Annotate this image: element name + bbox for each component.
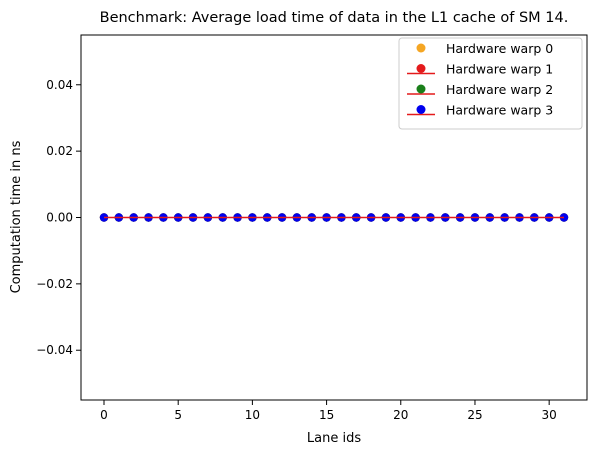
legend-label: Hardware warp 1 xyxy=(446,62,553,77)
series-layer xyxy=(99,213,569,222)
legend-marker-swatch xyxy=(416,84,426,94)
legend: Hardware warp 0 Hardware warp 1 Hardware w… xyxy=(398,37,583,130)
x-tick-label: 10 xyxy=(245,408,260,422)
legend-label: Hardware warp 2 xyxy=(446,82,553,97)
x-tick-label: 0 xyxy=(100,408,108,422)
legend-item: Hardware warp 2 xyxy=(407,82,553,97)
y-tick-label: 0.04 xyxy=(46,78,73,92)
x-tick-label: 30 xyxy=(542,408,557,422)
legend-items: Hardware warp 0 Hardware warp 1 Hardware w… xyxy=(407,41,553,118)
x-tick-label: 20 xyxy=(393,408,408,422)
legend-marker-swatch xyxy=(416,43,426,53)
legend-item: Hardware warp 3 xyxy=(407,103,553,118)
x-tick-label: 5 xyxy=(174,408,182,422)
y-tick-label: −0.02 xyxy=(36,277,73,291)
x-axis-ticks: 0 5 10 15 20 25 30 xyxy=(100,400,557,422)
legend-marker-swatch xyxy=(416,64,426,73)
chart-title: Benchmark: Average load time of data in … xyxy=(100,10,569,26)
y-tick-label: 0.00 xyxy=(46,211,73,225)
y-axis-ticks: 0.04 0.02 0.00 −0.02 −0.04 xyxy=(36,78,81,357)
y-tick-label: 0.02 xyxy=(46,144,73,158)
x-axis-label: Lane ids xyxy=(307,431,361,446)
legend-marker-swatch xyxy=(416,105,426,114)
x-tick-label: 25 xyxy=(467,408,482,422)
legend-item: Hardware warp 1 xyxy=(407,62,553,77)
legend-box xyxy=(398,37,583,130)
x-tick-label: 15 xyxy=(319,408,334,422)
y-axis-label: Computation time in ns xyxy=(9,140,24,293)
legend-label: Hardware warp 0 xyxy=(446,41,553,56)
legend-label: Hardware warp 3 xyxy=(446,103,553,118)
y-tick-label: −0.04 xyxy=(36,343,73,357)
legend-item: Hardware warp 0 xyxy=(416,41,553,56)
